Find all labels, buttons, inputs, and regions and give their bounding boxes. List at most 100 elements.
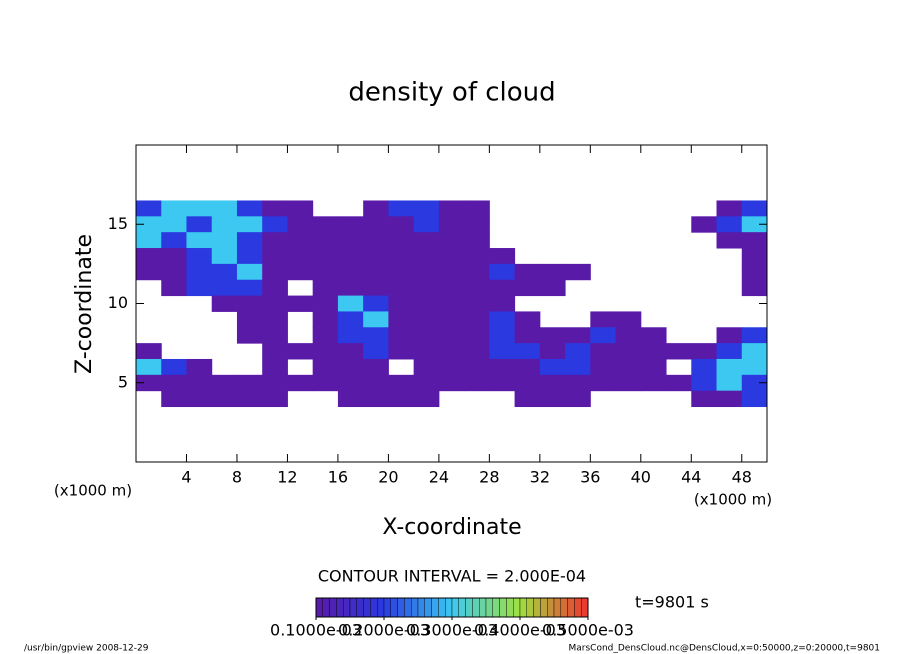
x-unit: (x1000 m) (54, 482, 132, 500)
cell (489, 311, 516, 328)
colorbar-swatch (553, 597, 562, 618)
cell (615, 374, 642, 392)
cell (640, 358, 667, 376)
cell (161, 200, 187, 217)
cell (262, 200, 288, 217)
cell (413, 279, 440, 297)
colorbar-swatch (492, 597, 500, 618)
cell (489, 343, 516, 360)
colorbar-swatch (349, 597, 358, 618)
contour-note: CONTOUR INTERVAL = 2.000E-04 (318, 567, 586, 586)
cell (464, 343, 490, 360)
colorbar-swatch (533, 597, 541, 618)
cell (136, 358, 162, 376)
cell (413, 295, 440, 312)
cell (161, 263, 187, 281)
colorbar-swatch (370, 597, 378, 618)
cell (136, 216, 162, 233)
x-tick-label: 8 (232, 468, 242, 487)
x-tick-label: 40 (631, 468, 651, 487)
cell (615, 311, 642, 328)
cell (514, 311, 541, 328)
cell (312, 358, 339, 376)
cell (211, 216, 238, 233)
cell (262, 279, 288, 297)
cell (741, 248, 768, 265)
cell (211, 390, 238, 408)
cell (539, 343, 566, 360)
colorbar-swatch (404, 597, 412, 618)
cell (413, 200, 440, 217)
cell (363, 200, 389, 217)
colorbar-swatch (315, 597, 324, 618)
cell (337, 390, 364, 408)
cell (464, 248, 490, 265)
cell (186, 263, 213, 281)
cell (691, 374, 718, 392)
colorbar-swatch (363, 597, 371, 618)
colorbar-swatch (445, 597, 453, 618)
cell (565, 358, 591, 376)
cell (186, 232, 213, 249)
x-tick-label: 36 (580, 468, 600, 487)
cell (716, 327, 743, 344)
cell (211, 279, 238, 297)
colorbar-swatch (526, 597, 534, 618)
cell (236, 295, 263, 312)
cell (590, 343, 617, 360)
cell (211, 263, 238, 281)
colorbar-swatch (513, 597, 521, 618)
cell (388, 279, 415, 297)
cell (211, 200, 238, 217)
cell (161, 358, 187, 376)
cell (489, 295, 516, 312)
cell (287, 343, 314, 360)
colorbar-swatch (411, 597, 419, 618)
y-tick-label: 15 (108, 214, 128, 233)
cell (615, 327, 642, 344)
cell (262, 232, 288, 249)
cell (464, 200, 490, 217)
cell (211, 374, 238, 392)
cell (413, 390, 440, 408)
cell (741, 390, 768, 408)
cell (565, 390, 591, 408)
cell (514, 374, 541, 392)
cell (363, 327, 389, 344)
cell (136, 374, 162, 392)
colorbar-swatch (322, 597, 330, 618)
cell (236, 263, 263, 281)
colorbar-swatch (547, 597, 555, 618)
cell (211, 232, 238, 249)
cell (262, 343, 288, 360)
cell (161, 216, 187, 233)
colorbar-swatch (417, 597, 426, 618)
cell (438, 216, 465, 233)
cell (337, 358, 364, 376)
cell (236, 232, 263, 249)
cell (489, 279, 516, 297)
cell (741, 279, 768, 297)
cell (716, 216, 743, 233)
colorbar-swatch (574, 597, 582, 618)
cell (388, 295, 415, 312)
cell (464, 263, 490, 281)
x-tick-label: 32 (530, 468, 550, 487)
cell (388, 311, 415, 328)
cell (716, 343, 743, 360)
colorbar-swatch (336, 597, 344, 618)
cell (413, 263, 440, 281)
cell (312, 279, 339, 297)
cell (262, 358, 288, 376)
cell (287, 216, 314, 233)
cell (716, 374, 743, 392)
cell (464, 295, 490, 312)
cell (413, 311, 440, 328)
cell (312, 248, 339, 265)
cell (565, 343, 591, 360)
cell (262, 327, 288, 344)
cell (438, 311, 465, 328)
footer: /usr/bin/gpview 2008-12-29 (24, 644, 149, 654)
cell (388, 390, 415, 408)
cell (438, 343, 465, 360)
